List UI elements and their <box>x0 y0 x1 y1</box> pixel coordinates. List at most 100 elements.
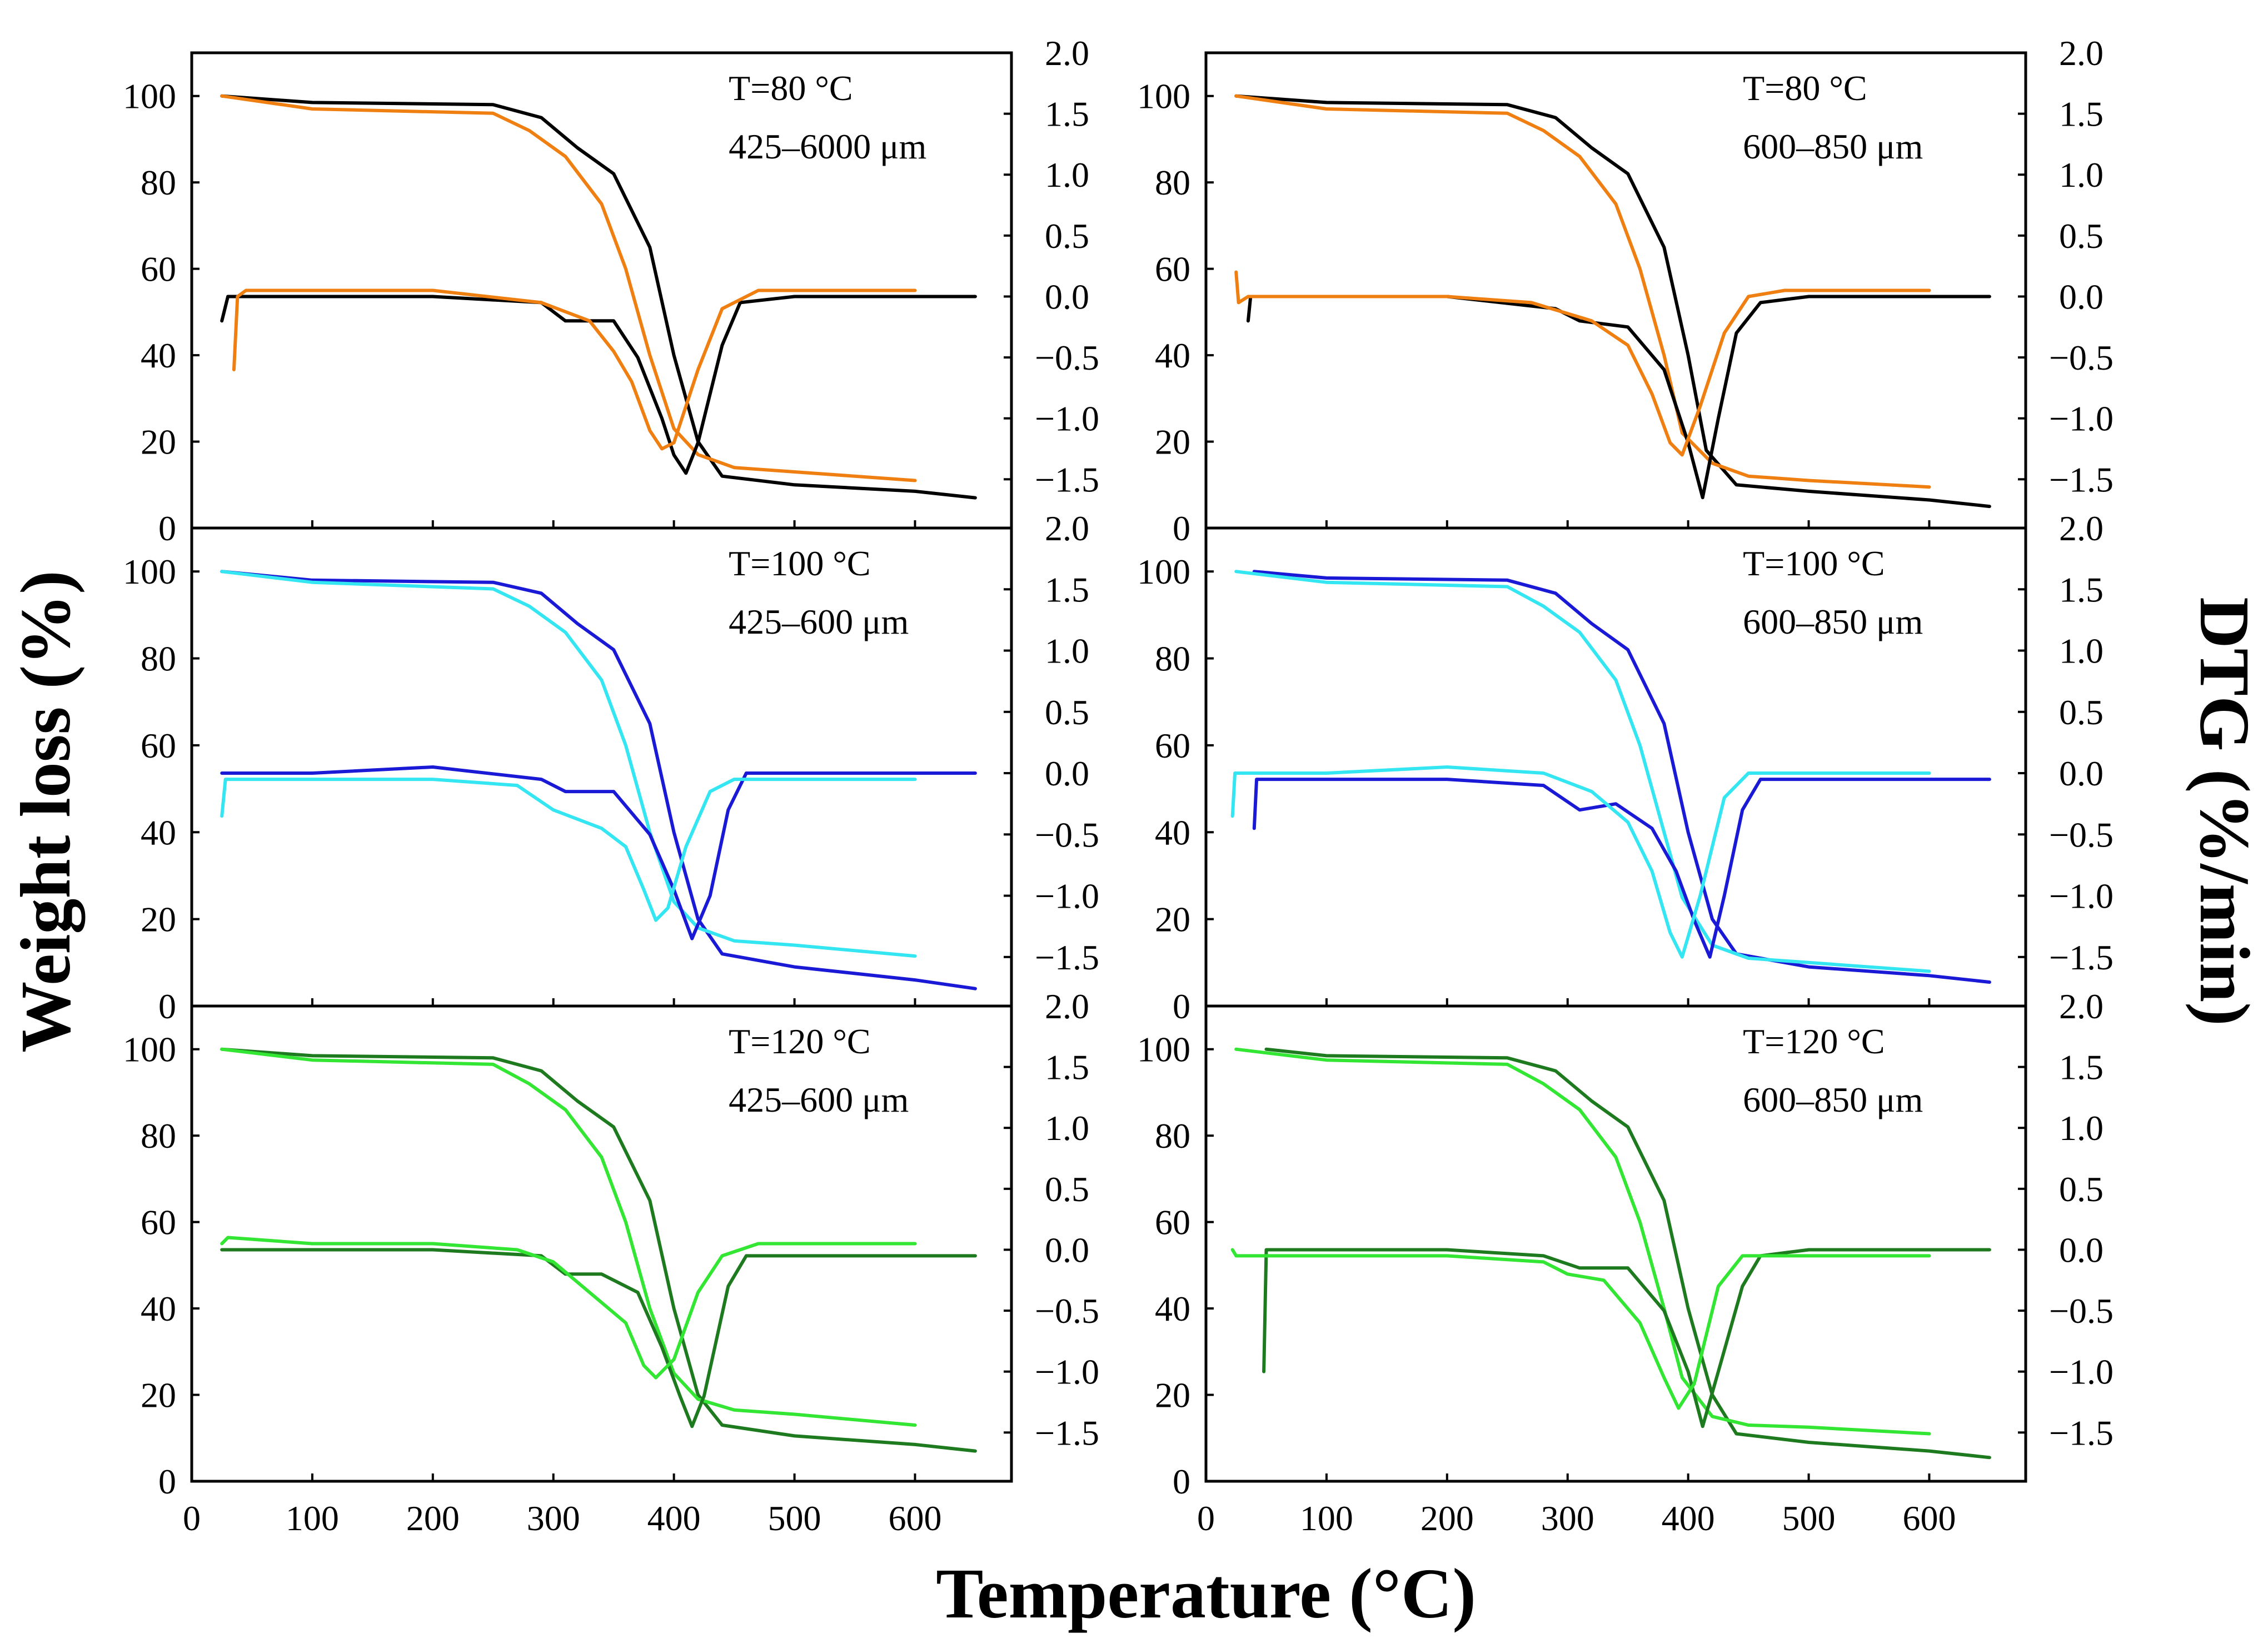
y-tick-label-left: 20 <box>1155 900 1190 939</box>
y-tick-label-right: −1.0 <box>1035 399 1099 439</box>
y-tick-label-left: 20 <box>1155 1376 1190 1415</box>
series-dtg-orange <box>232 288 917 451</box>
y-tick-label-left: 20 <box>141 1376 176 1415</box>
series-tg-cyan <box>1234 570 1931 973</box>
y-tick-label-left: 100 <box>123 77 176 116</box>
y-tick-label-right: −0.5 <box>2049 1291 2114 1331</box>
series-tg-black <box>1234 94 1991 509</box>
y-tick-label-right: 1.0 <box>2059 155 2103 195</box>
y-tick-label-right: 0.0 <box>1045 277 1089 316</box>
series-dtg-cyan <box>1230 765 1931 959</box>
y-tick-label-right: −1.5 <box>1035 1413 1099 1452</box>
panel-annotation-line: 425–600 μm <box>729 1080 909 1119</box>
y-axis-title-left: Weight loss (%) <box>6 570 85 1053</box>
y-tick-label-right: −1.5 <box>1035 460 1099 499</box>
y-tick-label-right: −1.5 <box>1035 938 1099 977</box>
x-tick-label: 300 <box>527 1498 580 1538</box>
x-tick-label: 100 <box>286 1498 339 1538</box>
y-tick-label-left: 80 <box>141 639 176 679</box>
x-tick-label: 400 <box>647 1498 701 1538</box>
y-tick-label-left: 60 <box>1155 726 1190 765</box>
y-tick-label-left: 100 <box>1137 552 1190 591</box>
x-tick-label: 300 <box>1541 1498 1594 1538</box>
series-dtg-dark_green <box>1262 1248 1991 1428</box>
x-tick-label: 0 <box>1197 1498 1215 1538</box>
x-tick-label: 400 <box>1662 1498 1715 1538</box>
series-tg-dark_green <box>1264 1047 1991 1460</box>
y-tick-label-right: 1.0 <box>2059 631 2103 671</box>
y-tick-label-left: 80 <box>1155 163 1190 202</box>
y-tick-label-left: 80 <box>1155 639 1190 679</box>
panel-row2-left: 0 20 40 60 80 100 2.0 1.5 1.0 0.5 0.0 −0.5 −1.0 −1.5 T… <box>123 509 1099 1026</box>
panel-annotation-line: T=80 °C <box>1743 68 1867 108</box>
x-tick-label: 600 <box>888 1498 941 1538</box>
y-tick-label-right: 1.5 <box>1045 1048 1089 1087</box>
y-tick-label-right: 1.0 <box>2059 1108 2103 1148</box>
y-tick-label-right: 0.0 <box>1045 1230 1089 1269</box>
y-tick-label-right: −1.0 <box>2049 1352 2114 1392</box>
y-tick-label-left: 60 <box>141 726 176 765</box>
series-dtg-light_green <box>220 1236 917 1380</box>
panel-annotation-line: T=80 °C <box>729 68 853 108</box>
series-tg-dark_green <box>220 1047 977 1453</box>
y-tick-label-right: 1.0 <box>1045 1108 1089 1148</box>
panel-row3-left: 0 20 40 60 80 100 2.0 1.5 1.0 0.5 0.0 −0.5 −1.0 −1.5 0… <box>123 987 1099 1538</box>
series-tg-blue <box>1252 570 1991 984</box>
series-tg-blue <box>220 570 977 990</box>
y-tick-label-right: −1.5 <box>2049 460 2114 499</box>
panel-annotation-line: 600–850 μm <box>1743 1080 1923 1119</box>
y-tick-label-left: 0 <box>1173 1462 1190 1501</box>
plot-frame <box>190 1004 1013 1483</box>
panel-annotation-line: 425–6000 μm <box>729 127 926 166</box>
x-axis-title: Temperature (°C) <box>936 1554 1476 1633</box>
x-tick-label: 500 <box>1782 1498 1836 1538</box>
y-tick-label-right: 0.5 <box>2059 693 2103 732</box>
y-tick-label-left: 100 <box>123 1030 176 1069</box>
y-tick-label-left: 40 <box>1155 336 1190 375</box>
y-tick-label-right: 2.0 <box>1045 987 1089 1026</box>
series-dtg-blue <box>1252 778 1991 959</box>
y-tick-label-right: −1.0 <box>1035 877 1099 916</box>
x-tick-label: 0 <box>183 1498 201 1538</box>
panel-annotation-line: T=100 °C <box>1743 544 1885 583</box>
y-tick-label-right: 0.5 <box>2059 216 2103 256</box>
y-tick-label-right: 1.0 <box>1045 155 1089 195</box>
y-tick-label-right: −0.5 <box>2049 338 2114 377</box>
y-tick-label-right: 2.0 <box>1045 33 1089 73</box>
series-dtg-light_green <box>1230 1248 1931 1410</box>
series-tg-orange <box>1234 94 1931 489</box>
series-tg-black <box>220 94 977 500</box>
x-tick-label: 600 <box>1902 1498 1956 1538</box>
y-tick-label-left: 60 <box>141 1203 176 1242</box>
y-tick-label-right: 1.5 <box>2059 94 2103 134</box>
y-tick-label-right: 0.0 <box>1045 754 1089 793</box>
y-tick-label-right: −0.5 <box>1035 815 1099 854</box>
series-dtg-orange <box>1234 270 1931 457</box>
y-tick-label-left: 20 <box>1155 422 1190 462</box>
panel-annotation-line: T=120 °C <box>1743 1022 1885 1061</box>
series-dtg-black <box>220 295 977 475</box>
y-tick-label-right: −0.5 <box>2049 815 2114 854</box>
y-tick-label-left: 40 <box>141 1289 176 1328</box>
x-tick-label: 500 <box>768 1498 821 1538</box>
y-tick-label-right: 0.5 <box>2059 1169 2103 1209</box>
y-axis-title-right: DTG (%/min) <box>2185 597 2264 1026</box>
y-tick-label-left: 40 <box>1155 813 1190 852</box>
y-tick-label-right: 0.0 <box>2059 277 2103 316</box>
y-tick-label-right: 0.5 <box>1045 1169 1089 1209</box>
series-tg-light_green <box>1234 1047 1931 1436</box>
y-tick-label-left: 60 <box>1155 250 1190 289</box>
y-tick-label-right: −1.5 <box>2049 938 2114 977</box>
y-tick-label-right: 2.0 <box>2059 987 2103 1026</box>
y-tick-label-left: 60 <box>141 250 176 289</box>
y-tick-label-left: 0 <box>158 509 176 548</box>
y-tick-label-right: 1.5 <box>1045 570 1089 609</box>
y-tick-label-right: 1.5 <box>2059 570 2103 609</box>
x-tick-label: 200 <box>406 1498 460 1538</box>
panel-annotation-line: T=100 °C <box>729 544 870 583</box>
plot-frame <box>1204 1004 2027 1483</box>
y-tick-label-right: 2.0 <box>2059 33 2103 73</box>
series-tg-orange <box>220 94 917 482</box>
panel-row2-right: 0 20 40 60 80 100 2.0 1.5 1.0 0.5 0.0 −0.5 −1.0 −1.5 T… <box>1137 509 2114 1026</box>
